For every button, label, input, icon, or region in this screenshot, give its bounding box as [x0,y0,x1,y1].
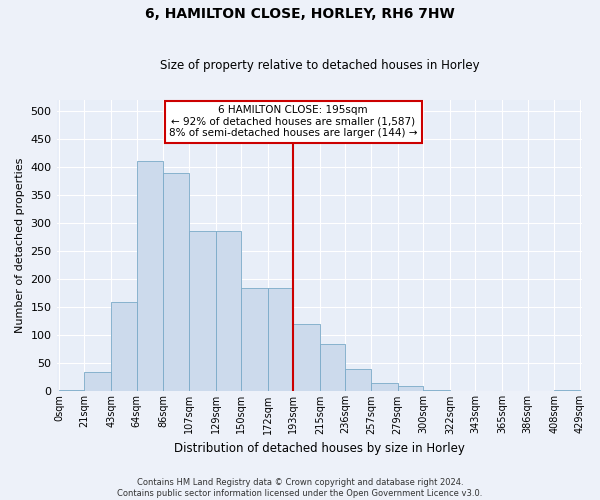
Bar [189,232,215,392]
Text: Contains HM Land Registry data © Crown copyright and database right 2024.
Contai: Contains HM Land Registry data © Crown c… [118,478,482,498]
Bar [59,390,85,392]
Bar [475,391,502,392]
Bar [111,302,137,392]
Bar [371,383,398,392]
Bar [502,391,527,392]
Bar [450,391,475,392]
Text: 6 HAMILTON CLOSE: 195sqm
← 92% of detached houses are smaller (1,587)
8% of semi: 6 HAMILTON CLOSE: 195sqm ← 92% of detach… [169,105,418,138]
Bar [215,232,241,392]
Bar [423,390,450,392]
Bar [320,344,346,392]
Title: Size of property relative to detached houses in Horley: Size of property relative to detached ho… [160,59,479,72]
Bar [85,372,111,392]
Y-axis label: Number of detached properties: Number of detached properties [15,158,25,333]
Bar [398,386,423,392]
Bar [554,390,580,392]
X-axis label: Distribution of detached houses by size in Horley: Distribution of detached houses by size … [174,442,465,455]
Text: 6, HAMILTON CLOSE, HORLEY, RH6 7HW: 6, HAMILTON CLOSE, HORLEY, RH6 7HW [145,8,455,22]
Bar [346,369,371,392]
Bar [293,324,320,392]
Bar [241,288,268,392]
Bar [163,172,189,392]
Bar [137,162,163,392]
Bar [268,288,293,392]
